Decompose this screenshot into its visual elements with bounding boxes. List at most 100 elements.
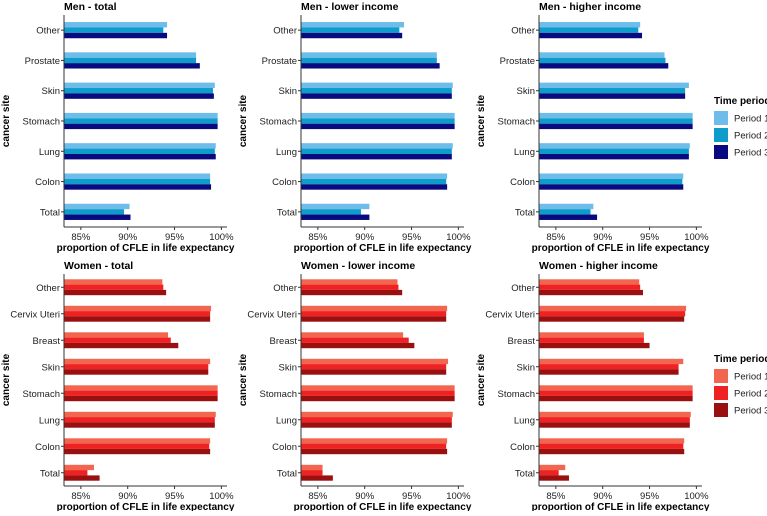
panel-6-category-label: Colon — [510, 442, 535, 453]
panel-1-x-tick-label: 100% — [209, 232, 234, 243]
panel-2-ylabel: cancer site — [238, 94, 249, 147]
panel-1-x-tick-label: 95% — [165, 232, 185, 243]
panel-2-category-label: Other — [273, 26, 297, 37]
panel-5-xlabel: proportion of CFLE in life expectancy — [294, 502, 472, 511]
panel-5-bar-total-period-3 — [301, 475, 333, 481]
panel-3-title: Men - higher income — [539, 1, 641, 13]
panel-2-bar-lung-period-1 — [301, 143, 453, 149]
panel-4-bar-lung-period-2 — [64, 417, 215, 423]
panel-2-category-label: Stomach — [260, 117, 298, 128]
panel-1-category-label: Prostate — [25, 56, 60, 67]
panel-6-bar-lung-period-1 — [539, 411, 691, 418]
panel-4-category-label: Other — [36, 283, 60, 294]
panel-4-category-label: Total — [40, 468, 60, 479]
panel-1-bar-total-period-3 — [64, 214, 131, 220]
panel-1-bar-lung-period-2 — [64, 148, 215, 154]
panel-6-bar-total-period-3 — [539, 475, 569, 481]
panel-2-bar-skin-period-1 — [301, 82, 453, 89]
panel-1-bar-prostate-period-3 — [64, 63, 200, 69]
panel-1-ylabel: cancer site — [1, 94, 12, 147]
women-legend-label: Period 3 — [734, 406, 767, 417]
panel-2-category-label: Colon — [272, 177, 297, 188]
panel-6-bar-cervix-uteri-period-2 — [539, 311, 686, 317]
panel-4-xlabel: proportion of CFLE in life expectancy — [57, 502, 235, 511]
panel-5-category-label: Breast — [270, 336, 298, 347]
panel-4-category-label: Cervix Uteri — [10, 309, 60, 320]
panel-5-bar-colon-period-3 — [301, 448, 448, 455]
panel-2-x-tick-label: 90% — [355, 232, 375, 243]
panel-5-bar-lung-period-2 — [301, 417, 452, 423]
panel-4-title: Women - total — [64, 260, 133, 272]
panel-6-bar-stomach-period-1 — [539, 385, 693, 391]
panel-1-bar-colon-period-2 — [64, 178, 211, 185]
panel-1-bar-skin-period-1 — [64, 82, 215, 89]
panel-3-category-label: Lung — [514, 147, 535, 158]
panel-4-x-tick-label: 90% — [118, 491, 138, 502]
panel-4-bar-other-period-2 — [64, 284, 164, 290]
panel-6-category-label: Lung — [514, 415, 535, 426]
panel-4-bar-breast-period-3 — [64, 342, 179, 349]
panel-6-category-label: Stomach — [498, 389, 536, 400]
panel-2-x-tick-label: 95% — [402, 232, 422, 243]
panel-5-bar-lung-period-1 — [301, 411, 453, 418]
panel-6-bar-cervix-uteri-period-1 — [539, 305, 687, 312]
panel-1-bar-stomach-period-2 — [64, 118, 218, 124]
women-legend-swatch — [714, 403, 728, 417]
panel-4-bar-breast-period-1 — [64, 332, 168, 338]
panel-1-bar-colon-period-3 — [64, 184, 212, 190]
panel-6-xlabel: proportion of CFLE in life expectancy — [532, 502, 710, 511]
panel-3-bar-other-period-3 — [539, 32, 643, 39]
men-legend-label: Period 1 — [734, 114, 767, 125]
panel-2-bar-other-period-1 — [301, 22, 405, 28]
men-legend-swatch — [714, 128, 728, 142]
panel-4-bar-other-period-3 — [64, 289, 167, 296]
panel-5-bar-other-period-3 — [301, 289, 403, 296]
panel-1-bar-total-period-1 — [64, 203, 130, 210]
panel-5-bar-skin-period-1 — [301, 358, 449, 365]
panel-4-bar-total-period-2 — [64, 470, 88, 476]
panel-3-bar-total-period-2 — [539, 209, 591, 215]
panel-1-category-label: Other — [36, 26, 60, 37]
panel-3-bar-total-period-1 — [539, 203, 594, 210]
panel-3-category-label: Other — [511, 26, 535, 37]
panel-3-x-tick-label: 100% — [684, 232, 709, 243]
panel-6-bar-other-period-2 — [539, 284, 641, 290]
panel-1-bar-prostate-period-1 — [64, 52, 197, 58]
panel-6-ylabel: cancer site — [476, 353, 487, 406]
panel-4-bar-other-period-1 — [64, 279, 163, 285]
panel-4-bar-colon-period-3 — [64, 448, 211, 455]
panel-5-bar-cervix-uteri-period-1 — [301, 305, 448, 312]
panel-3-category-label: Prostate — [500, 56, 535, 67]
panel-5-bar-breast-period-2 — [301, 337, 409, 343]
panel-6-category-label: Breast — [508, 336, 536, 347]
panel-5-bar-other-period-2 — [301, 284, 399, 290]
panel-5-bar-skin-period-3 — [301, 369, 447, 375]
panel-2-bar-total-period-1 — [301, 203, 370, 210]
panel-5-bar-stomach-period-1 — [301, 385, 455, 391]
panel-2-category-label: Total — [277, 207, 297, 218]
panel-6-bar-total-period-2 — [539, 470, 559, 476]
panel-5-category-label: Total — [277, 468, 297, 479]
panel-4-bar-cervix-uteri-period-2 — [64, 311, 211, 317]
panel-3-bar-prostate-period-3 — [539, 63, 669, 69]
panel-4-category-label: Stomach — [23, 389, 61, 400]
panel-1-bar-other-period-1 — [64, 22, 168, 28]
panel-5-category-label: Colon — [272, 442, 297, 453]
panel-3-bar-colon-period-1 — [539, 173, 684, 179]
panel-3-bar-lung-period-2 — [539, 148, 689, 154]
panel-5-x-tick-label: 100% — [446, 491, 471, 502]
men-legend-title: Time period — [714, 96, 767, 107]
panel-1-bar-lung-period-3 — [64, 153, 216, 160]
panel-3-category-label: Colon — [510, 177, 535, 188]
panel-1-xlabel: proportion of CFLE in life expectancy — [57, 243, 235, 254]
panel-5-bar-cervix-uteri-period-3 — [301, 316, 447, 322]
panel-1-bar-total-period-2 — [64, 209, 124, 215]
panel-6-bar-other-period-1 — [539, 279, 640, 285]
men-legend-swatch — [714, 145, 728, 159]
panel-5-bar-stomach-period-2 — [301, 390, 455, 396]
panel-1-bar-skin-period-2 — [64, 88, 213, 94]
panel-5-bar-lung-period-3 — [301, 422, 452, 428]
panel-2-bar-total-period-2 — [301, 209, 361, 215]
panel-4-bar-skin-period-1 — [64, 358, 211, 365]
